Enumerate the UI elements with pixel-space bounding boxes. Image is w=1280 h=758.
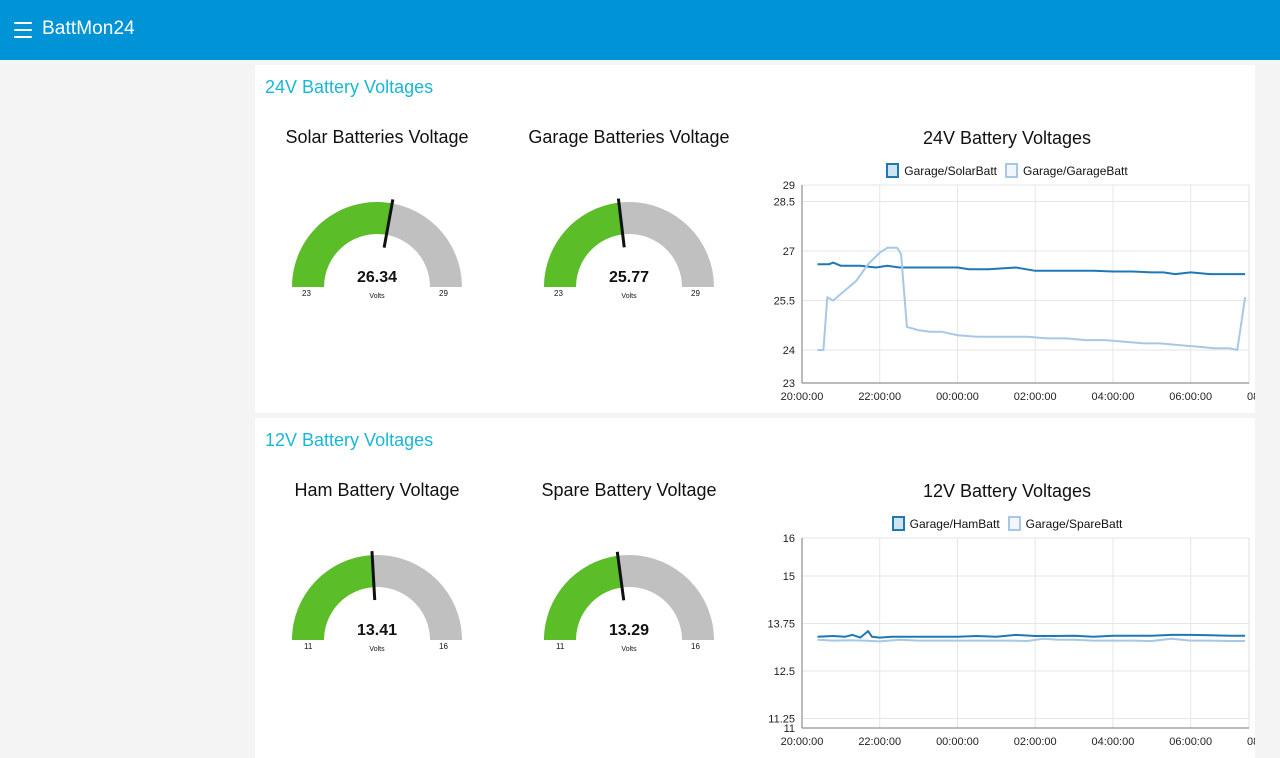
gauge-min: 11 <box>556 642 565 651</box>
gauge-value: 13.41 <box>356 622 398 639</box>
gauge-value: 26.34 <box>356 269 398 286</box>
series-line-1 <box>817 261 1246 276</box>
chart-legend: Garage/HamBatt Garage/SpareBatt <box>757 516 1257 531</box>
gauge-needle <box>615 551 626 601</box>
legend-item[interactable]: Garage/SpareBatt <box>1007 516 1123 531</box>
app-title: BattMon24 <box>42 18 135 39</box>
x-tick-label: 02:00:00 <box>1014 391 1057 403</box>
x-tick-label: 20:00:00 <box>781 736 824 748</box>
gauge-min: 11 <box>304 642 313 651</box>
x-tick-label: 02:00:00 <box>1014 736 1057 748</box>
group-card-24v: 24V Battery Voltages Solar Batteries Vol… <box>255 65 1255 413</box>
hamburger-menu-icon[interactable] <box>14 22 32 38</box>
chart-title: 24V Battery Voltages <box>922 128 1092 148</box>
x-tick-label: 20:00:00 <box>781 391 824 403</box>
gauge-min: 23 <box>554 289 563 298</box>
gauge-unit: Volts <box>369 646 385 653</box>
y-tick-label: 27 <box>783 246 795 258</box>
line-chart-24v: 20:00:00 22:00:00 00:00:00 02:00:00 04:00:00… <box>774 180 1255 403</box>
gauge-spare-battery: 13.29 Volts 11 16 <box>504 538 754 668</box>
gauge-value: 13.29 <box>608 622 650 639</box>
gauge-needle <box>616 198 626 248</box>
line-chart-12v: 20:00:00 22:00:00 00:00:00 02:00:00 04:00:00… <box>767 533 1255 748</box>
y-tick-label: 16 <box>783 533 795 545</box>
legend-label: Garage/SpareBatt <box>1025 516 1123 531</box>
gauge-title: Solar Batteries Voltage <box>285 127 469 147</box>
legend-swatch <box>886 163 900 178</box>
y-tick-label: 25.5 <box>774 296 795 308</box>
legend-swatch <box>1007 516 1021 531</box>
gauge-max: 29 <box>691 289 700 298</box>
chart-legend: Garage/SolarBatt Garage/GarageBatt <box>757 163 1257 178</box>
y-tick-label: 11.25 <box>768 714 795 726</box>
y-tick-label: 11 <box>784 723 795 735</box>
gauge-graphic <box>292 199 462 287</box>
x-tick-label: 06:00:00 <box>1169 736 1212 748</box>
legend-item[interactable]: Garage/GarageBatt <box>1004 163 1128 178</box>
gauge-max: 16 <box>691 642 700 651</box>
y-tick-label: 24 <box>783 345 795 357</box>
gauge-graphic <box>292 551 462 640</box>
series-line-1 <box>817 630 1246 639</box>
x-tick-label: 22:00:00 <box>858 391 901 403</box>
gauge-garage-batteries: 25.77 Volts 23 29 <box>504 185 754 315</box>
x-tick-label: 00:00:00 <box>936 391 979 403</box>
gauge-ham-battery: 13.41 Volts 11 16 <box>252 538 502 668</box>
y-tick-label: 23 <box>783 378 795 390</box>
legend-label: Garage/HamBatt <box>909 516 1000 531</box>
x-tick-label: 04:00:00 <box>1092 391 1135 403</box>
gauge-max: 16 <box>439 642 448 651</box>
gauge-max: 29 <box>439 289 448 298</box>
gauge-graphic <box>544 551 714 640</box>
legend-item[interactable]: Garage/HamBatt <box>891 516 1000 531</box>
gauge-unit: Volts <box>369 293 385 300</box>
gauge-min: 23 <box>302 289 311 298</box>
legend-label: Garage/GarageBatt <box>1022 163 1128 178</box>
gauge-unit: Volts <box>621 293 637 300</box>
gauge-unit: Volts <box>621 646 637 653</box>
x-tick-label: 06:00:00 <box>1169 391 1212 403</box>
gauge-fill <box>292 202 393 287</box>
group-card-12v: 12V Battery Voltages Ham Battery Voltage… <box>255 418 1255 758</box>
legend-label: Garage/SolarBatt <box>904 163 997 178</box>
y-tick-label: 15 <box>783 571 795 583</box>
gauge-needle <box>382 199 395 248</box>
x-tick-label: 08:00:00 <box>1247 736 1255 748</box>
gauge-title: Ham Battery Voltage <box>294 480 460 500</box>
legend-item[interactable]: Garage/SolarBatt <box>886 163 997 178</box>
top-app-bar: BattMon24 <box>0 0 1280 60</box>
y-tick-label: 29 <box>783 180 795 192</box>
legend-swatch <box>1004 163 1018 178</box>
y-tick-label: 12.5 <box>774 666 795 678</box>
gauge-title: Spare Battery Voltage <box>541 480 717 500</box>
series-line-2 <box>817 637 1246 643</box>
x-tick-label: 00:00:00 <box>936 736 979 748</box>
group-title: 24V Battery Voltages <box>265 77 434 97</box>
x-tick-label: 22:00:00 <box>858 736 901 748</box>
y-tick-label: 28.5 <box>774 197 795 209</box>
gauge-fill <box>544 555 623 640</box>
chart-title: 12V Battery Voltages <box>922 481 1092 501</box>
gauge-solar-batteries: 26.34 Volts 23 29 <box>252 185 502 315</box>
gauge-needle <box>370 551 377 601</box>
plot-area <box>801 184 1250 384</box>
gauge-fill <box>292 555 375 640</box>
y-tick-label: 13.75 <box>767 619 795 631</box>
group-title: 12V Battery Voltages <box>265 430 434 450</box>
x-tick-label: 08:00:00 <box>1247 391 1255 403</box>
gauge-graphic <box>544 198 714 287</box>
x-tick-label: 04:00:00 <box>1092 736 1135 748</box>
series-line-2 <box>817 246 1247 351</box>
gauge-fill <box>544 202 623 287</box>
gauge-title: Garage Batteries Voltage <box>528 127 730 147</box>
legend-swatch <box>891 516 905 531</box>
gauge-value: 25.77 <box>608 269 650 286</box>
